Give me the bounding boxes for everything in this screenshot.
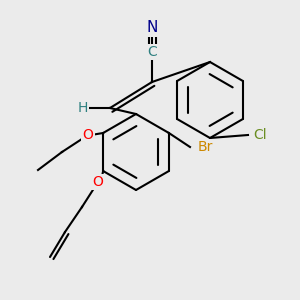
- Text: Br: Br: [197, 140, 213, 154]
- Text: H: H: [78, 101, 88, 115]
- Text: O: O: [82, 128, 93, 142]
- Text: N: N: [146, 20, 158, 35]
- Text: C: C: [147, 45, 157, 59]
- Text: O: O: [93, 175, 104, 189]
- Text: Cl: Cl: [253, 128, 267, 142]
